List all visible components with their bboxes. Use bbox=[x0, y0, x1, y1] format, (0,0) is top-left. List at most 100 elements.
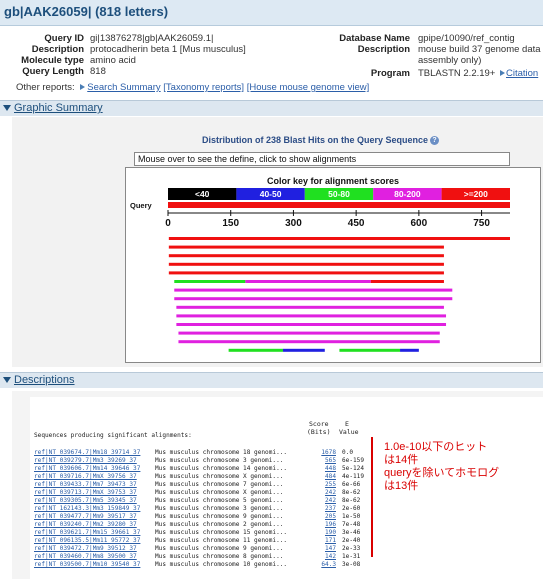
collapse-arrow-icon[interactable] bbox=[3, 377, 11, 383]
hit-bar-segment[interactable] bbox=[176, 305, 444, 309]
hit-bar-segment[interactable] bbox=[168, 262, 444, 266]
color-key-label: 50-80 bbox=[328, 189, 350, 199]
definition-text: Mus musculus chromosome 2 genomi... bbox=[155, 521, 284, 528]
score-header-bits: (Bits) bbox=[307, 428, 331, 436]
accession-link[interactable]: ref|NT_039621.7|Mm15_39661_37 bbox=[34, 529, 141, 536]
accession-link[interactable]: ref|NT_039674.7|Mm18_39714_37 bbox=[34, 449, 141, 456]
color-key-label: >=200 bbox=[464, 189, 488, 199]
e-value-header: E bbox=[345, 420, 349, 428]
color-key-swatch bbox=[304, 188, 374, 200]
hit-bar-segment[interactable] bbox=[176, 314, 447, 318]
database-name-value: gpipe/10090/ref_contig bbox=[418, 33, 515, 44]
score-link[interactable]: 64.3 bbox=[321, 561, 336, 568]
e-value-text: 1e-31 bbox=[342, 553, 361, 560]
db-description-label: Description bbox=[357, 44, 410, 55]
axis-tick-label: 450 bbox=[348, 218, 365, 229]
descriptions-title[interactable]: Descriptions bbox=[14, 374, 75, 386]
search-summary-link[interactable]: Search Summary bbox=[87, 82, 161, 93]
score-link[interactable]: 255 bbox=[324, 481, 336, 488]
hit-bar-segment[interactable] bbox=[178, 340, 440, 344]
taxonomy-reports-link[interactable]: [Taxonomy reports] bbox=[163, 82, 245, 93]
distribution-title-text: Distribution of 238 Blast Hits on the Qu… bbox=[202, 135, 429, 145]
accession-link[interactable]: ref|NT_039606.7|Mm14_39646_37 bbox=[34, 465, 141, 472]
descriptions-table: Score (Bits) E Value Sequences producing… bbox=[30, 397, 543, 579]
accession-link[interactable]: ref|NT_039279.7|Mm3_39269_37 bbox=[34, 457, 137, 464]
hit-bar-segment[interactable] bbox=[174, 288, 453, 292]
accession-link[interactable]: ref|NT_039305.7|Mm5_39345_37 bbox=[34, 497, 137, 504]
query-length-label: Query Length bbox=[22, 66, 84, 77]
collapse-arrow-icon[interactable] bbox=[3, 105, 11, 111]
e-value-text: 2e-33 bbox=[342, 545, 361, 552]
query-info-left: Query ID gi|13876278|gb|AAK26059.1| Desc… bbox=[0, 33, 300, 81]
program-label: Program bbox=[370, 68, 410, 79]
definition-text: Mus musculus chromosome 18 genomi... bbox=[155, 449, 288, 456]
accession-link[interactable]: ref|NT_039500.7|Mm10_39540_37 bbox=[34, 561, 141, 568]
hit-bar-segment[interactable] bbox=[178, 331, 440, 335]
hit-bar-segment[interactable] bbox=[168, 254, 444, 258]
hit-bar-segment[interactable] bbox=[174, 280, 246, 283]
score-link[interactable]: 142 bbox=[324, 553, 336, 560]
accession-link[interactable]: ref|NT_039460.7|Mm8_39500_37 bbox=[34, 553, 137, 560]
score-link[interactable]: 171 bbox=[324, 537, 336, 544]
accession-link[interactable]: ref|NT_039240.7|Mm2_39280_37 bbox=[34, 521, 137, 528]
hit-bar-segment[interactable] bbox=[339, 348, 401, 352]
annotation-note: 1.0e-10以下のヒット は14件 queryを除いてホモログ は13件 bbox=[384, 441, 499, 493]
score-link[interactable]: 205 bbox=[324, 513, 336, 520]
score-link[interactable]: 147 bbox=[324, 545, 336, 552]
annotation-line-1: 1.0e-10以下のヒット bbox=[384, 441, 488, 453]
accession-link[interactable]: ref|NT_039477.7|Mm9_39517_37 bbox=[34, 513, 137, 520]
e-value-text: 8e-62 bbox=[342, 497, 361, 504]
hit-bar-segment[interactable] bbox=[370, 280, 444, 283]
hit-bar-segment[interactable] bbox=[176, 323, 447, 326]
sequences-producing-label: Sequences producing significant alignmen… bbox=[34, 432, 192, 439]
accession-link[interactable]: ref|NT_039433.7|Mm7_39473_37 bbox=[34, 481, 137, 488]
e-value-text: 3e-46 bbox=[342, 529, 361, 536]
color-key-label: <40 bbox=[195, 189, 210, 199]
hit-bar-segment[interactable] bbox=[168, 237, 510, 240]
hit-bar-segment[interactable] bbox=[245, 280, 371, 283]
accession-link[interactable]: ref|NT_096135.5|Mm11_95772_37 bbox=[34, 537, 141, 544]
definition-text: Mus musculus chromosome X genomi... bbox=[155, 473, 284, 480]
definition-text: Mus musculus chromosome 9 genomi... bbox=[155, 513, 284, 520]
citation-link[interactable]: Citation bbox=[506, 68, 539, 79]
accession-link[interactable]: ref|NT_162143.3|Mm3_159849_37 bbox=[34, 505, 141, 512]
score-link[interactable]: 237 bbox=[324, 505, 336, 512]
axis-tick-label: 750 bbox=[473, 218, 490, 229]
hit-bars bbox=[168, 237, 510, 352]
distribution-title: Distribution of 238 Blast Hits on the Qu… bbox=[202, 135, 440, 146]
hit-bar-segment[interactable] bbox=[282, 348, 325, 352]
accession-link[interactable]: ref|NT_039716.7|MmX_39756_37 bbox=[34, 473, 137, 480]
query-info-right: Database Name gpipe/10090/ref_contig Des… bbox=[300, 33, 543, 81]
score-link[interactable]: 242 bbox=[324, 497, 336, 504]
color-key-title: Color key for alignment scores bbox=[267, 176, 399, 186]
score-link[interactable]: 484 bbox=[324, 473, 336, 480]
definition-text: Mus musculus chromosome 11 genomi... bbox=[155, 537, 288, 544]
definition-text: Mus musculus chromosome 10 genomi... bbox=[155, 561, 288, 568]
graphic-summary-title[interactable]: Graphic Summary bbox=[14, 102, 103, 114]
blast-hits-graphic: Color key for alignment scores <40 40-50 5… bbox=[130, 176, 510, 352]
score-link[interactable]: 190 bbox=[324, 529, 336, 536]
hit-bar-segment[interactable] bbox=[400, 348, 419, 352]
graphic-summary-header[interactable]: Graphic Summary bbox=[0, 100, 543, 116]
accession-link[interactable]: ref|NT_039472.7|Mm9_39512_37 bbox=[34, 545, 137, 552]
score-link[interactable]: 448 bbox=[324, 465, 336, 472]
description-label: Description bbox=[31, 44, 84, 55]
axis-tick-label: 300 bbox=[285, 218, 302, 229]
score-link[interactable]: 1678 bbox=[321, 449, 336, 456]
help-icon[interactable]: ? bbox=[430, 136, 440, 146]
descriptions-header[interactable]: Descriptions bbox=[0, 372, 543, 388]
hit-bar-segment[interactable] bbox=[174, 297, 453, 301]
hit-bar-segment[interactable] bbox=[228, 348, 283, 352]
definition-text: Mus musculus chromosome 15 genomi... bbox=[155, 529, 288, 536]
genome-view-link[interactable]: [House mouse genome view] bbox=[246, 82, 370, 93]
score-link[interactable]: 242 bbox=[324, 489, 336, 496]
db-description-value-cont: assembly only) bbox=[418, 55, 482, 66]
score-link[interactable]: 196 bbox=[324, 521, 336, 528]
score-link[interactable]: 565 bbox=[324, 457, 336, 464]
query-bar[interactable] bbox=[168, 202, 510, 208]
e-value-text: 6e-159 bbox=[342, 457, 365, 464]
hit-bar-segment[interactable] bbox=[168, 271, 444, 275]
accession-link[interactable]: ref|NT_039713.7|MmX_39753_37 bbox=[34, 489, 137, 496]
hit-bar-segment[interactable] bbox=[168, 245, 444, 249]
query-id-value: gi|13876278|gb|AAK26059.1| bbox=[90, 33, 214, 44]
